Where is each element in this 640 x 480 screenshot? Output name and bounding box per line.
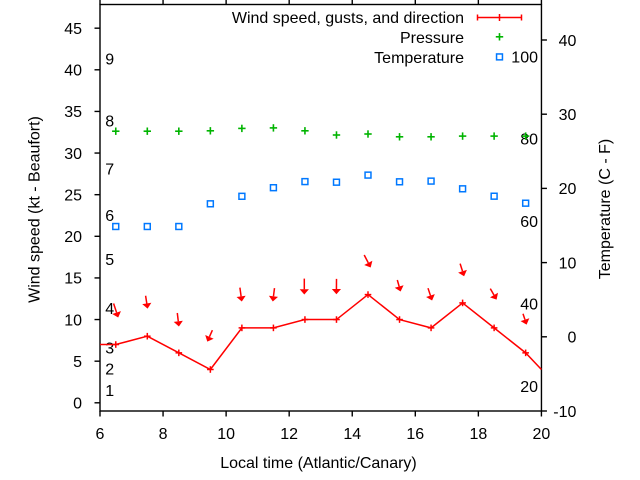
- svg-text:100: 100: [511, 49, 538, 66]
- svg-text:20: 20: [559, 181, 577, 198]
- svg-text:4: 4: [105, 301, 114, 318]
- svg-text:18: 18: [469, 426, 487, 443]
- svg-text:30: 30: [64, 146, 82, 163]
- svg-text:40: 40: [520, 297, 538, 314]
- svg-text:12: 12: [280, 426, 298, 443]
- svg-text:Temperature: Temperature: [374, 50, 464, 67]
- svg-text:15: 15: [64, 271, 82, 288]
- svg-text:0: 0: [73, 396, 82, 413]
- svg-text:0: 0: [567, 330, 576, 347]
- svg-text:10: 10: [64, 312, 82, 329]
- svg-text:40: 40: [559, 33, 577, 50]
- svg-text:20: 20: [64, 229, 82, 246]
- svg-text:35: 35: [64, 104, 82, 121]
- svg-text:Local time (Atlantic/Canary): Local time (Atlantic/Canary): [220, 455, 417, 472]
- svg-text:45: 45: [64, 21, 82, 38]
- svg-text:8: 8: [105, 113, 114, 130]
- svg-text:10: 10: [559, 255, 577, 272]
- svg-text:20: 20: [533, 426, 551, 443]
- svg-text:Wind speed (kt - Beaufort): Wind speed (kt - Beaufort): [27, 116, 44, 303]
- svg-text:-10: -10: [553, 404, 576, 421]
- svg-text:5: 5: [73, 354, 82, 371]
- svg-text:60: 60: [520, 214, 538, 231]
- svg-text:3: 3: [105, 340, 114, 357]
- svg-text:6: 6: [105, 208, 114, 225]
- svg-text:25: 25: [64, 187, 82, 204]
- svg-text:Wind speed, gusts, and directi: Wind speed, gusts, and direction: [232, 10, 464, 27]
- svg-text:20: 20: [520, 379, 538, 396]
- svg-text:6: 6: [96, 426, 105, 443]
- svg-text:80: 80: [520, 132, 538, 149]
- svg-text:16: 16: [406, 426, 424, 443]
- svg-text:30: 30: [559, 107, 577, 124]
- svg-text:Temperature (C - F): Temperature (C - F): [597, 139, 614, 279]
- svg-text:Pressure: Pressure: [400, 30, 464, 47]
- svg-text:40: 40: [64, 63, 82, 80]
- svg-text:2: 2: [105, 361, 114, 378]
- svg-text:1: 1: [105, 383, 114, 400]
- svg-text:10: 10: [217, 426, 235, 443]
- svg-text:5: 5: [105, 252, 114, 269]
- svg-text:9: 9: [105, 52, 114, 69]
- svg-text:8: 8: [159, 426, 168, 443]
- svg-text:14: 14: [343, 426, 361, 443]
- svg-text:7: 7: [105, 161, 114, 178]
